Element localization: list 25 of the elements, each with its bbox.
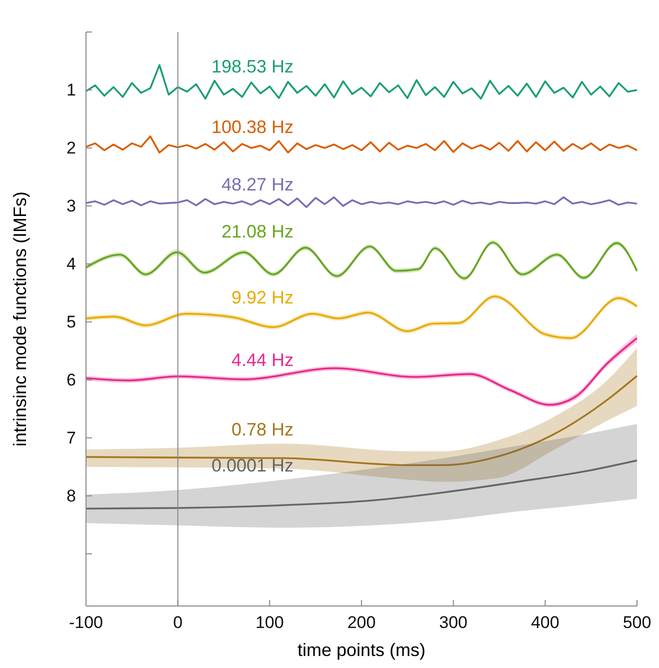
y-tick-label: 8 xyxy=(66,486,76,506)
x-tick-label: 400 xyxy=(530,613,560,632)
y-tick-label: 5 xyxy=(66,312,76,332)
series-label: 0.0001 Hz xyxy=(211,456,294,476)
y-tick-label: 3 xyxy=(66,196,76,216)
series-label: 21.08 Hz xyxy=(221,221,294,242)
x-tick-label: 100 xyxy=(255,613,284,632)
series-label: 100.38 Hz xyxy=(211,117,294,137)
x-axis-title: time points (ms) xyxy=(297,640,426,660)
x-tick-label: 300 xyxy=(439,613,468,632)
x-tick-label: 0 xyxy=(173,613,183,632)
y-tick-label: 2 xyxy=(66,138,76,158)
x-tick-label: 500 xyxy=(622,613,652,632)
series-label: 4.44 Hz xyxy=(231,350,294,370)
x-tick-label: 200 xyxy=(347,613,376,632)
series-label: 48.27 Hz xyxy=(221,174,294,194)
y-tick-label: 1 xyxy=(66,80,76,100)
y-tick-label: 6 xyxy=(66,370,76,390)
y-tick-label: 4 xyxy=(66,254,76,274)
series-label: 0.78 Hz xyxy=(231,420,294,440)
y-tick-label: 7 xyxy=(66,428,76,448)
series-label: 198.53 Hz xyxy=(211,56,294,77)
y-axis-title: intrinsinc mode functions (IMFs) xyxy=(10,191,30,447)
x-tick-label: -100 xyxy=(68,613,104,632)
series-label: 9.92 Hz xyxy=(231,287,294,308)
